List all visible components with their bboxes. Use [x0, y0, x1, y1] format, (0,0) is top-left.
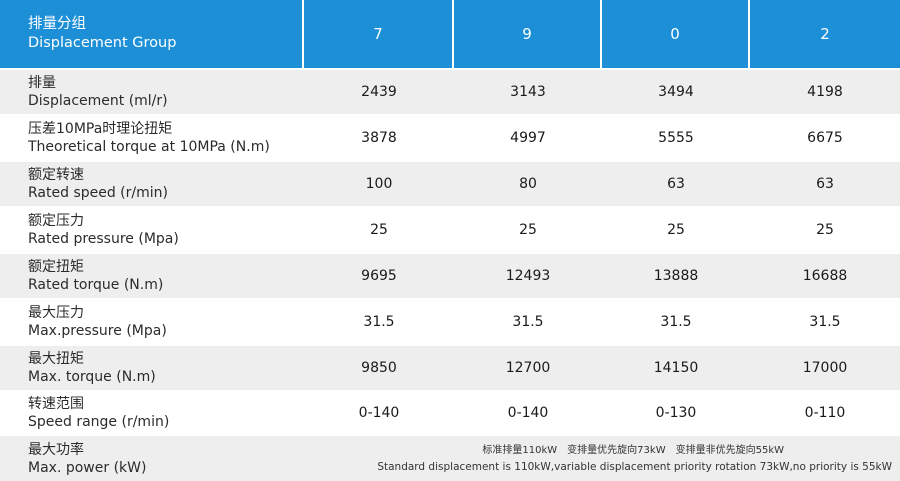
table-cell: 31.5 — [512, 314, 544, 330]
table-cell: 63 — [816, 176, 834, 192]
row-label-cn: 额定压力 — [28, 213, 84, 229]
table-row: 压差10MPa时理论扭矩 Theoretical torque at 10MPa… — [0, 116, 900, 160]
table-cell: 16688 — [802, 268, 848, 284]
table-cell: 0-140 — [507, 405, 549, 421]
table-cell: 5555 — [658, 130, 694, 146]
table-cell: 12493 — [505, 268, 551, 284]
table-cell: 14150 — [653, 360, 699, 376]
table-cell: 9695 — [361, 268, 397, 284]
table-row: 最大扭矩 Max. torque (N.m) 9850 12700 14150 … — [0, 346, 900, 390]
row-label-en: Rated speed (r/min) — [28, 185, 168, 201]
table-cell: 25 — [370, 222, 388, 238]
row-label-cn: 压差10MPa时理论扭矩 — [28, 121, 173, 137]
header-label-cn: 排量分组 — [28, 16, 86, 32]
table-cell: 25 — [667, 222, 685, 238]
header-label-en: Displacement Group — [28, 35, 177, 51]
table-cell: 17000 — [802, 360, 848, 376]
row-label-en: Max. torque (N.m) — [28, 369, 156, 385]
table-row: 额定压力 Rated pressure (Mpa) 25 25 25 25 — [0, 208, 900, 252]
table-cell: 9850 — [361, 360, 397, 376]
power-note-cn: 标准排量110kW 变排量优先旋向73kW 变排量非优先旋向55kW — [482, 444, 784, 456]
table-cell: 0-110 — [804, 405, 846, 421]
table-row: 额定转速 Rated speed (r/min) 100 80 63 63 — [0, 162, 900, 206]
row-label-cn: 最大压力 — [28, 305, 84, 321]
header-group-2: 9 — [454, 0, 602, 68]
table-cell: 63 — [667, 176, 685, 192]
row-label-cn: 最大功率 — [28, 441, 84, 458]
header-group-1: 7 — [304, 0, 454, 68]
row-label: 最大扭矩 Max. torque (N.m) — [0, 346, 304, 390]
table-cell: 31.5 — [660, 314, 692, 330]
row-label: 额定扭矩 Rated torque (N.m) — [0, 254, 304, 298]
row-label: 最大压力 Max.pressure (Mpa) — [0, 300, 304, 344]
power-note-en: Standard displacement is 110kW,variable … — [377, 460, 892, 473]
table-row: 额定扭矩 Rated torque (N.m) 9695 12493 13888… — [0, 254, 900, 298]
header-label: 排量分组 Displacement Group — [0, 0, 304, 68]
row-label: 转速范围 Speed range (r/min) — [0, 391, 304, 435]
table-cell: 13888 — [653, 268, 699, 284]
row-label-en: Max.pressure (Mpa) — [28, 323, 167, 339]
table-row: 最大压力 Max.pressure (Mpa) 31.5 31.5 31.5 3… — [0, 300, 900, 344]
table-row-power: 最大功率 Max. power (kW) 标准排量110kW 变排量优先旋向73… — [0, 436, 900, 481]
table-cell: 25 — [816, 222, 834, 238]
row-label: 额定压力 Rated pressure (Mpa) — [0, 208, 304, 252]
table-cell: 80 — [519, 176, 537, 192]
table-cell: 4997 — [510, 130, 546, 146]
row-label: 压差10MPa时理论扭矩 Theoretical torque at 10MPa… — [0, 116, 304, 160]
table-cell: 6675 — [807, 130, 843, 146]
table-cell: 4198 — [807, 84, 843, 100]
table-row: 排量 Displacement (ml/r) 2439 3143 3494 41… — [0, 70, 900, 114]
table-cell: 31.5 — [363, 314, 395, 330]
row-label: 排量 Displacement (ml/r) — [0, 70, 304, 114]
power-note: 标准排量110kW 变排量优先旋向73kW 变排量非优先旋向55kW Stand… — [304, 436, 900, 481]
table-cell: 31.5 — [809, 314, 841, 330]
row-label: 额定转速 Rated speed (r/min) — [0, 162, 304, 206]
table-cell: 3143 — [510, 84, 546, 100]
row-label-cn: 转速范围 — [28, 396, 84, 412]
table-cell: 0-130 — [655, 405, 697, 421]
table-header: 排量分组 Displacement Group 7 9 0 2 — [0, 0, 900, 68]
row-label: 最大功率 Max. power (kW) — [0, 436, 304, 481]
row-label-cn: 额定转速 — [28, 167, 84, 183]
table-cell: 3494 — [658, 84, 694, 100]
row-label-en: Rated pressure (Mpa) — [28, 231, 179, 247]
row-label-cn: 额定扭矩 — [28, 259, 84, 275]
header-group-4: 2 — [820, 25, 830, 43]
row-label-en: Theoretical torque at 10MPa (N.m) — [28, 139, 270, 155]
header-group-3: 0 — [602, 0, 750, 68]
table-cell: 3878 — [361, 130, 397, 146]
row-label-cn: 最大扭矩 — [28, 351, 84, 367]
row-label-en: Displacement (ml/r) — [28, 93, 168, 109]
table-cell: 25 — [519, 222, 537, 238]
row-label-en: Max. power (kW) — [28, 459, 147, 476]
row-label-cn: 排量 — [28, 75, 56, 91]
row-label-en: Speed range (r/min) — [28, 414, 170, 430]
table-cell: 2439 — [361, 84, 397, 100]
table-cell: 0-140 — [358, 405, 400, 421]
row-label-en: Rated torque (N.m) — [28, 277, 164, 293]
table-cell: 100 — [365, 176, 393, 192]
table-row: 转速范围 Speed range (r/min) 0-140 0-140 0-1… — [0, 391, 900, 435]
table-cell: 12700 — [505, 360, 551, 376]
